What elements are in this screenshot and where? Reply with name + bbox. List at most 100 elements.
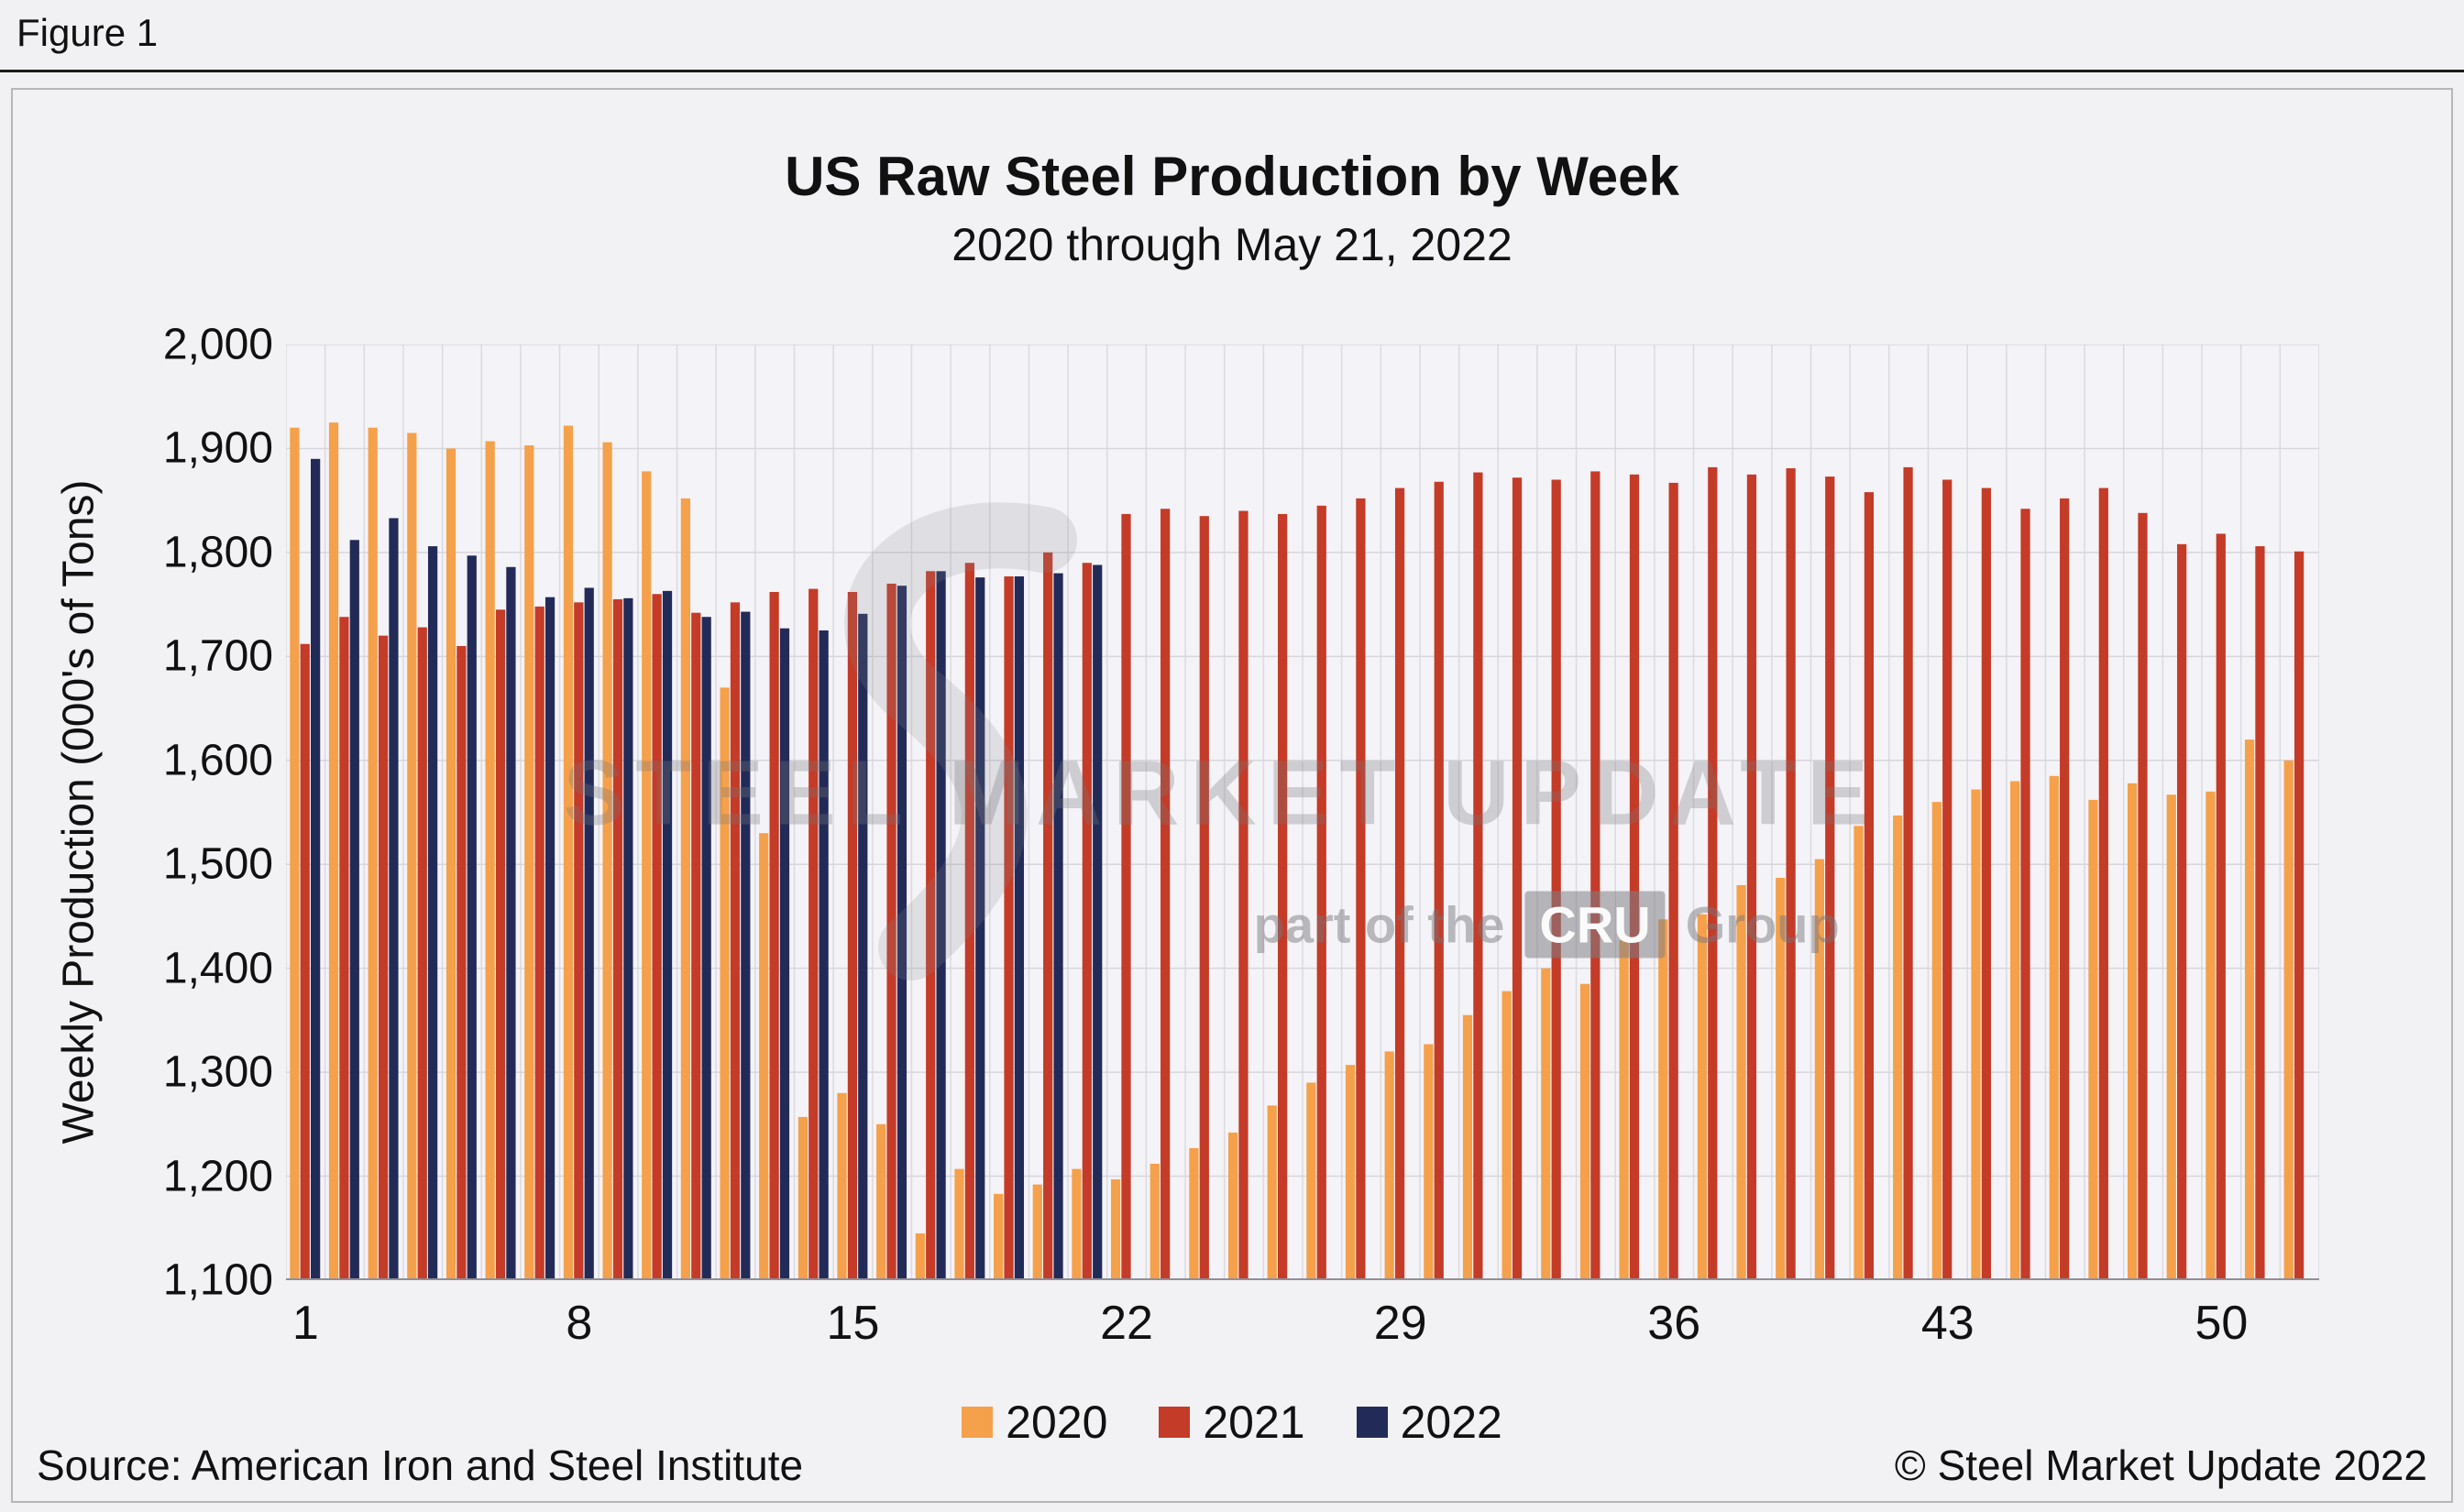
bar-2020-week-18	[954, 1168, 964, 1280]
legend-label-2021: 2021	[1203, 1397, 1305, 1448]
bar-2020-week-4	[407, 433, 417, 1280]
x-tick-label-29: 29	[1373, 1297, 1427, 1350]
bar-2021-week-8	[574, 602, 584, 1280]
legend: 2020 2021 2022	[13, 1395, 2451, 1450]
y-tick-label-1900: 1,900	[162, 423, 273, 473]
bar-2021-week-30	[1434, 481, 1444, 1280]
y-tick-label-1500: 1,500	[162, 839, 273, 889]
y-tick-label-2000: 2,000	[162, 320, 273, 369]
legend-swatch-2020	[962, 1407, 994, 1438]
bar-2021-week-48	[2138, 512, 2148, 1280]
bar-2020-week-3	[368, 427, 378, 1280]
bar-2021-week-19	[1004, 575, 1014, 1280]
bar-2021-week-15	[847, 591, 858, 1280]
bar-2021-week-46	[2060, 498, 2070, 1280]
bar-2021-week-27	[1316, 505, 1326, 1280]
y-tick-label-1100: 1,100	[162, 1255, 273, 1305]
bar-2020-week-8	[563, 425, 574, 1280]
y-axis-ticks: 1,100 1,200 1,300 1,400 1,500 1,600 1,700 1,800…	[13, 321, 273, 1305]
bar-2022-week-8	[584, 587, 594, 1280]
bar-2022-week-10	[662, 590, 673, 1280]
bar-2020-week-20	[1032, 1184, 1042, 1280]
bar-2020-week-7	[524, 445, 534, 1280]
bar-2020-week-51	[2244, 740, 2255, 1280]
bar-2022-week-9	[623, 597, 633, 1280]
bar-2020-week-14	[798, 1116, 808, 1280]
y-tick-label-1200: 1,200	[162, 1152, 273, 1201]
bar-2021-week-7	[534, 606, 544, 1280]
bar-2021-week-41	[1864, 492, 1875, 1280]
bar-2021-week-16	[886, 583, 896, 1280]
bar-2022-week-17	[936, 571, 946, 1280]
x-tick-label-15: 15	[826, 1297, 880, 1350]
bar-2022-week-7	[544, 597, 556, 1280]
figure-divider	[0, 70, 2464, 72]
bar-2020-week-27	[1306, 1082, 1316, 1280]
bar-2021-week-34	[1590, 471, 1600, 1280]
bar-2022-week-1	[311, 458, 321, 1280]
bar-2022-week-21	[1093, 564, 1103, 1280]
bar-2020-week-13	[759, 833, 769, 1280]
bar-2020-week-43	[1931, 802, 1942, 1280]
bar-2020-week-39	[1776, 877, 1786, 1280]
bar-2021-week-40	[1825, 477, 1835, 1280]
bar-2020-week-21	[1072, 1168, 1082, 1280]
bar-2020-week-50	[2206, 791, 2216, 1280]
bar-2021-week-51	[2255, 546, 2265, 1280]
bar-2021-week-17	[926, 571, 936, 1280]
legend-label-2020: 2020	[1006, 1397, 1108, 1448]
bar-2021-week-44	[1981, 488, 1991, 1280]
bar-2020-week-45	[2010, 781, 2020, 1280]
bar-2021-week-23	[1160, 509, 1171, 1280]
bar-2020-week-25	[1227, 1132, 1238, 1280]
bar-2020-week-36	[1658, 919, 1668, 1280]
bar-2021-week-50	[2216, 533, 2226, 1280]
bar-2021-week-31	[1473, 472, 1483, 1280]
bar-2020-week-41	[1854, 826, 1864, 1280]
bar-2020-week-28	[1345, 1065, 1356, 1280]
bar-2021-week-9	[612, 598, 623, 1280]
bar-2021-week-26	[1277, 513, 1288, 1280]
bar-2022-week-15	[858, 613, 868, 1280]
x-tick-label-22: 22	[1100, 1297, 1153, 1350]
plot-area: STEEL MARKET UPDATE part of the CRU Grou…	[286, 345, 2319, 1280]
bar-2021-week-37	[1708, 466, 1718, 1280]
bar-2020-week-42	[1893, 815, 1903, 1280]
bar-2021-week-29	[1394, 488, 1405, 1280]
bar-2021-week-14	[808, 588, 819, 1280]
bar-2022-week-14	[819, 630, 829, 1280]
bar-2021-week-4	[417, 627, 427, 1280]
bar-2021-week-25	[1238, 510, 1248, 1280]
bar-2020-week-29	[1384, 1051, 1394, 1280]
bar-2021-week-20	[1043, 552, 1053, 1280]
bar-2022-week-5	[467, 555, 477, 1280]
bar-2020-week-47	[2088, 799, 2098, 1280]
bar-2022-week-16	[896, 586, 908, 1280]
bar-2020-week-38	[1736, 884, 1746, 1280]
bar-2021-week-3	[378, 635, 389, 1280]
y-tick-label-1600: 1,600	[162, 736, 273, 785]
bar-2021-week-32	[1512, 477, 1523, 1280]
x-tick-label-36: 36	[1647, 1297, 1701, 1350]
bar-2020-week-30	[1424, 1044, 1434, 1280]
bar-2021-week-47	[2098, 488, 2108, 1280]
bar-2020-week-34	[1579, 983, 1590, 1280]
chart-subtitle: 2020 through May 21, 2022	[952, 219, 1512, 270]
legend-item-2020: 2020	[962, 1396, 1107, 1449]
bar-2020-week-5	[446, 448, 456, 1280]
bar-2020-week-46	[2049, 775, 2059, 1280]
bar-2022-week-6	[506, 566, 516, 1280]
bar-2022-week-18	[975, 577, 985, 1280]
bar-2020-week-33	[1541, 968, 1551, 1280]
bar-2020-week-6	[485, 441, 495, 1280]
bar-2021-week-33	[1551, 479, 1561, 1280]
bar-2020-week-15	[837, 1092, 847, 1280]
bar-2020-week-26	[1267, 1105, 1277, 1280]
legend-swatch-2021	[1159, 1407, 1191, 1438]
bar-2022-week-12	[741, 611, 751, 1280]
bar-2020-week-16	[876, 1123, 886, 1280]
bar-2020-week-40	[1814, 859, 1825, 1280]
bar-2021-week-21	[1082, 563, 1092, 1280]
bar-2021-week-12	[730, 602, 741, 1280]
bar-2020-week-22	[1110, 1178, 1121, 1280]
